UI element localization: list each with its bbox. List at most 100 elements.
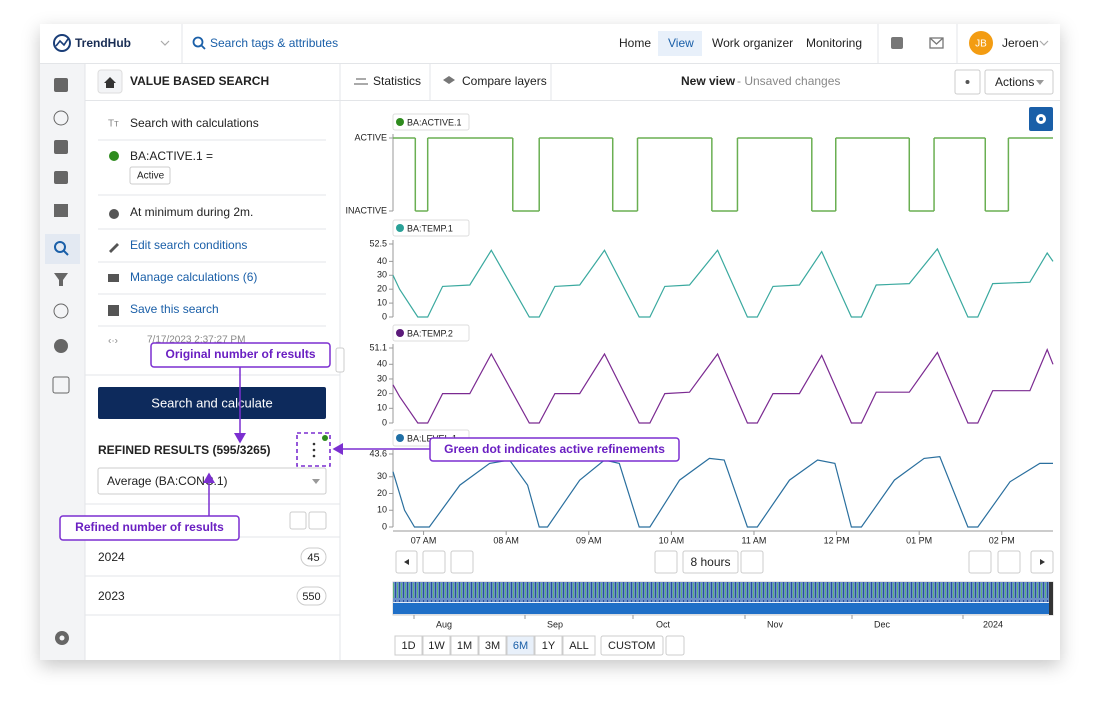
condition-value: Active <box>137 171 165 182</box>
range-button[interactable] <box>394 635 423 656</box>
custom-label: CUSTOM <box>608 640 655 652</box>
result-label[interactable]: 2024 <box>98 550 125 564</box>
help-icon[interactable] <box>891 37 903 49</box>
range-label: 1W <box>428 640 445 652</box>
user-initials: JB <box>975 39 987 50</box>
actions-label: Actions <box>995 75 1034 89</box>
svg-text:Tт: Tт <box>108 119 119 130</box>
month-label: Aug <box>436 619 452 629</box>
range-button[interactable] <box>506 635 535 656</box>
result-count: 45 <box>307 552 319 564</box>
rail-icon[interactable] <box>54 204 68 217</box>
mail-icon[interactable] <box>929 37 944 49</box>
duration-box[interactable] <box>682 550 739 574</box>
tag-chip[interactable] <box>392 113 470 131</box>
x-tick-label: 01 PM <box>906 535 932 545</box>
y-tick-label: 0 <box>382 521 387 531</box>
y-tick-label: 40 <box>377 256 387 266</box>
annotations: Original number of results Green dot ind… <box>59 342 680 541</box>
month-label: Sep <box>547 619 563 629</box>
svg-text:‹·›: ‹·› <box>108 336 118 347</box>
range-button[interactable] <box>562 635 596 656</box>
nav-lock[interactable] <box>740 550 764 574</box>
nav-clock[interactable] <box>450 550 474 574</box>
rail-icon[interactable] <box>54 339 68 353</box>
logo: TrendHub <box>75 36 131 50</box>
x-tick-label: 07 AM <box>411 535 437 545</box>
result-label[interactable]: 2023 <box>98 589 125 603</box>
range-label: 3M <box>485 640 500 652</box>
logo-icon <box>53 34 71 52</box>
tag-search[interactable]: Search tags & attributes <box>210 36 338 50</box>
trend-line <box>392 456 1053 528</box>
y-tick-label: 52.5 <box>369 238 387 248</box>
y-tick-label: 51.1 <box>369 342 387 352</box>
rail-icon[interactable] <box>53 303 69 319</box>
save-search[interactable]: Save this search <box>130 302 219 316</box>
rail-icon[interactable] <box>53 110 69 126</box>
tag-dot <box>396 434 404 442</box>
tag-label: BA:TEMP.2 <box>407 328 453 338</box>
compare-tab[interactable]: Compare layers <box>462 74 547 88</box>
y-tick-label: 0 <box>382 417 387 427</box>
y-tick-label: 20 <box>377 488 387 498</box>
tag-chip[interactable] <box>392 219 470 237</box>
search-button-label: Search and calculate <box>151 395 272 410</box>
icon-rail <box>40 64 86 660</box>
rail-icon[interactable] <box>54 78 68 92</box>
y-tick-label: 40 <box>377 359 387 369</box>
y-tick-label: 30 <box>377 471 387 481</box>
overview-selection <box>393 603 1053 614</box>
x-tick-label: 10 AM <box>659 535 685 545</box>
tag-chip[interactable] <box>392 324 470 342</box>
month-label: Nov <box>767 619 784 629</box>
user-name[interactable]: Jeroen <box>1002 36 1039 50</box>
range-button[interactable] <box>450 635 479 656</box>
nav-clock[interactable] <box>997 550 1021 574</box>
month-label: Oct <box>656 619 671 629</box>
range-button[interactable] <box>422 635 451 656</box>
y-tick-label: 10 <box>377 403 387 413</box>
statistics-tab[interactable]: Statistics <box>373 74 421 88</box>
avatar[interactable] <box>969 31 993 55</box>
custom-calendar[interactable] <box>665 635 685 656</box>
y-tick-label: 30 <box>377 270 387 280</box>
result-count: 550 <box>302 591 320 603</box>
nav-item[interactable]: Monitoring <box>806 36 862 50</box>
condition-tag: BA:ACTIVE.1 = <box>130 149 213 163</box>
manage-calculations[interactable]: Manage calculations (6) <box>130 270 257 284</box>
range-label: 1D <box>401 640 415 652</box>
range-button[interactable] <box>478 635 507 656</box>
x-tick-label: 09 AM <box>576 535 602 545</box>
view-toolbar: Statistics Compare layers New view - Uns… <box>340 64 1060 131</box>
month-label: 2024 <box>983 619 1003 629</box>
annotation: Refined number of results <box>75 520 224 534</box>
x-tick-label: 11 AM <box>742 535 767 545</box>
search-button[interactable] <box>98 387 326 419</box>
y-tick-label: INACTIVE <box>345 205 387 215</box>
edit-conditions[interactable]: Edit search conditions <box>130 238 247 252</box>
custom-range[interactable] <box>600 635 664 656</box>
panel-title: VALUE BASED SEARCH <box>130 74 269 88</box>
trend-line <box>392 348 1054 424</box>
nav-calendar[interactable] <box>968 550 992 574</box>
rail-icon[interactable] <box>52 376 70 394</box>
nav-active-bg <box>658 31 702 56</box>
nav-item[interactable]: Work organizer <box>712 36 793 50</box>
search-panel: VALUE BASED SEARCH Tт Search with calcul… <box>85 64 345 660</box>
nav-item[interactable]: Home <box>619 36 651 50</box>
tag-dot <box>396 329 404 337</box>
nav-calendar[interactable] <box>422 550 446 574</box>
app-window <box>40 24 1060 660</box>
overview-trace <box>393 582 1053 602</box>
nav-item[interactable]: View <box>668 36 694 50</box>
actions-button[interactable] <box>984 69 1054 95</box>
rail-icon[interactable] <box>54 140 68 154</box>
rail-icon[interactable] <box>54 171 68 184</box>
rail-icon-active[interactable] <box>54 241 66 253</box>
nav-zoom[interactable] <box>654 550 678 574</box>
rail-icon[interactable] <box>54 273 68 286</box>
trend-line <box>392 247 1054 318</box>
range-button[interactable] <box>534 635 563 656</box>
